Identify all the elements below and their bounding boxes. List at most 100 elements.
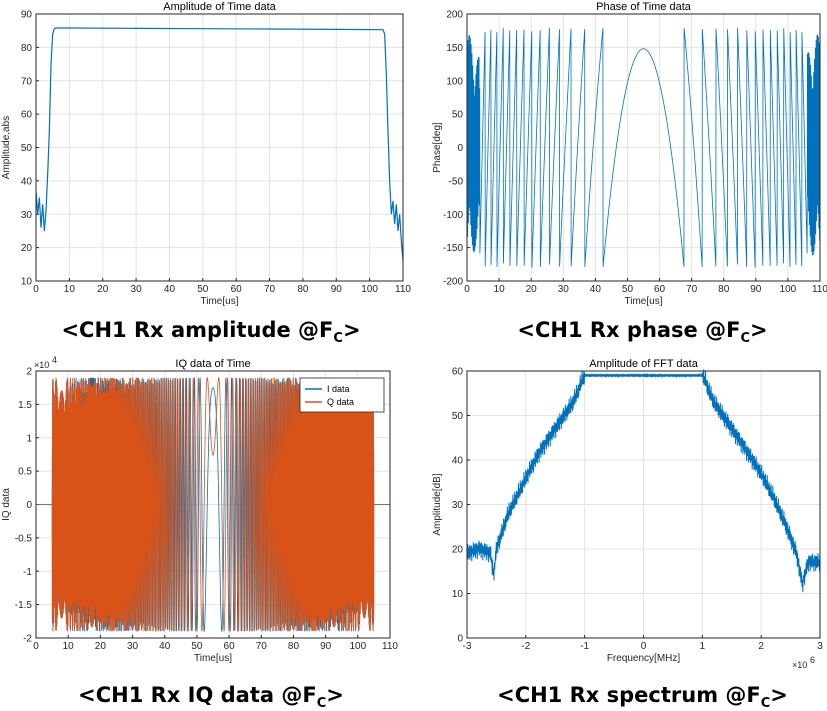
- amplitude-ytick-label: 60: [21, 110, 33, 121]
- amplitude-xtick-label: 110: [395, 284, 411, 295]
- iq-xtick-label: 40: [159, 641, 171, 652]
- amplitude-ytick-label: 50: [21, 143, 33, 154]
- phase-ytick-label: 200: [446, 10, 463, 21]
- caption-amplitude-text: <CH1 Rx amplitude @F: [61, 318, 334, 342]
- phase-ytick-label: -150: [443, 243, 463, 254]
- iq-ytick-label: 1: [26, 433, 32, 444]
- iq-plot: 0 10 20 30 40 50 60 70 80 90 100 110 -2 -1.5 -1 -0.5 0 0.…: [1, 355, 398, 664]
- iq-legend-label-1: Q data: [327, 397, 354, 407]
- phase-xtick-label: 20: [526, 284, 538, 295]
- amplitude-xtick-label: 70: [264, 284, 276, 295]
- spectrum-xlabel: Frequency[MHz]: [607, 653, 681, 664]
- amplitude-xtick-label: 60: [231, 284, 243, 295]
- phase-xtick-label: 80: [718, 284, 730, 295]
- caption-phase-suffix: >: [750, 318, 768, 342]
- amplitude-xtick-label: 0: [33, 284, 39, 295]
- iq-ylabel: IQ data: [1, 488, 12, 521]
- spectrum-xtick-label: 0: [641, 641, 647, 652]
- iq-xtick-label: 80: [288, 641, 300, 652]
- spectrum-title: Amplitude of FFT data: [589, 358, 699, 370]
- phase-ytick-label: 150: [446, 43, 463, 54]
- caption-amplitude-suffix: >: [342, 318, 361, 342]
- phase-xtick-label: 110: [812, 284, 827, 295]
- amplitude-ytick-label: 30: [21, 210, 33, 221]
- amplitude-ytick-label: 80: [21, 43, 33, 54]
- iq-xtick-label: 100: [349, 641, 366, 652]
- caption-iq-suffix: >: [326, 683, 344, 707]
- spectrum-xtick-label: 2: [758, 641, 764, 652]
- iq-xtick-label: 0: [33, 641, 39, 652]
- iq-legend-box: [299, 377, 385, 413]
- iq-ytick-label: -0.5: [15, 533, 33, 544]
- phase-xlabel: Time[us]: [625, 296, 663, 307]
- amplitude-plot: 0 10 20 30 40 50 60 70 80 90 100 110102030405060708…: [1, 1, 411, 307]
- amplitude-xlabel: Time[us]: [201, 296, 239, 307]
- phase-xtick-label: 30: [558, 284, 570, 295]
- caption-spectrum-text: <CH1 Rx spectrum @F: [497, 683, 761, 707]
- caption-iq: <CH1 Rx IQ data @FC>: [36, 683, 386, 711]
- spectrum-ytick-label: 40: [452, 456, 464, 467]
- iq-title: IQ data of Time: [175, 358, 250, 370]
- spectrum-series-line: [466, 369, 821, 593]
- phase-xtick-label: 90: [750, 284, 762, 295]
- phase-series-line: [466, 27, 821, 268]
- phase-ytick-label: -200: [443, 277, 463, 288]
- spectrum-ytick-label: 10: [452, 589, 464, 600]
- phase-xtick-label: 100: [780, 284, 797, 295]
- spectrum-xtick-label: 3: [817, 641, 823, 652]
- amplitude-xtick-label: 90: [331, 284, 343, 295]
- phase-xtick-label: 60: [654, 284, 666, 295]
- iq-ytick-label: -1: [23, 567, 32, 578]
- amplitude-ytick-label: 70: [21, 76, 33, 87]
- iq-xtick-label: 70: [256, 641, 268, 652]
- caption-phase-sub: C: [740, 331, 751, 347]
- caption-iq-sub: C: [316, 696, 327, 711]
- amplitude-xtick-label: 40: [164, 284, 176, 295]
- amplitude-axes-frame: [35, 13, 404, 282]
- caption-amplitude: <CH1 Rx amplitude @FC>: [36, 318, 386, 346]
- amplitude-title: Amplitude of Time data: [163, 1, 276, 13]
- amplitude-xtick-label: 30: [131, 284, 143, 295]
- iq-xtick-label: 10: [63, 641, 75, 652]
- iq-axes-frame: [35, 370, 391, 639]
- iq-xtick-label: 60: [224, 641, 236, 652]
- spectrum-ytick-label: 20: [452, 545, 464, 556]
- caption-spectrum-suffix: >: [770, 683, 788, 707]
- phase-xtick-label: 10: [494, 284, 506, 295]
- amplitude-ytick-label: 40: [21, 176, 33, 187]
- caption-phase-text: <CH1 Rx phase @F: [517, 318, 741, 342]
- amplitude-xtick-label: 20: [97, 284, 109, 295]
- spectrum-ytick-label: 30: [452, 500, 464, 511]
- iq-xtick-label: 50: [191, 641, 203, 652]
- phase-xtick-label: 40: [590, 284, 602, 295]
- iq-legend: I data Q data: [299, 377, 385, 413]
- spectrum-xtick-label: -2: [521, 641, 530, 652]
- iq-xlabel: Time[us]: [194, 653, 232, 664]
- iq-xtick-label: 110: [382, 641, 398, 652]
- iq-ytick-label: 2: [26, 367, 32, 378]
- phase-ytick-label: -100: [443, 210, 463, 221]
- spectrum-ytick-label: 0: [457, 634, 463, 645]
- phase-ytick-label: 50: [452, 110, 464, 121]
- iq-ytick-label: -1.5: [15, 600, 33, 611]
- spectrum-xtick-label: -1: [580, 641, 589, 652]
- amplitude-ytick-label: 10: [21, 277, 33, 288]
- spectrum-exponent-power: 6: [810, 655, 815, 665]
- spectrum-ylabel: Amplitude[dB]: [432, 473, 443, 535]
- caption-amplitude-sub: C: [333, 331, 343, 347]
- phase-ytick-label: -50: [449, 176, 464, 187]
- amplitude-series-line: [35, 27, 404, 262]
- iq-ytick-label: 1.5: [18, 400, 32, 411]
- phase-xtick-label: 70: [686, 284, 698, 295]
- iq-ytick-label: -2: [23, 634, 32, 645]
- phase-xtick-label: 50: [622, 284, 634, 295]
- iq-exponent-power: 4: [52, 355, 57, 365]
- amplitude-xtick-label: 80: [297, 284, 309, 295]
- caption-iq-text: <CH1 Rx IQ data @F: [78, 683, 317, 707]
- phase-title: Phase of Time data: [596, 1, 692, 13]
- spectrum-axes-frame: [466, 370, 821, 639]
- caption-phase: <CH1 Rx phase @FC>: [465, 318, 820, 346]
- spectrum-xtick-label: -3: [463, 641, 472, 652]
- phase-plot: 0 10 20 30 40 50 60 70 80 90 100 110 -200 -150 -100 -50…: [432, 1, 827, 307]
